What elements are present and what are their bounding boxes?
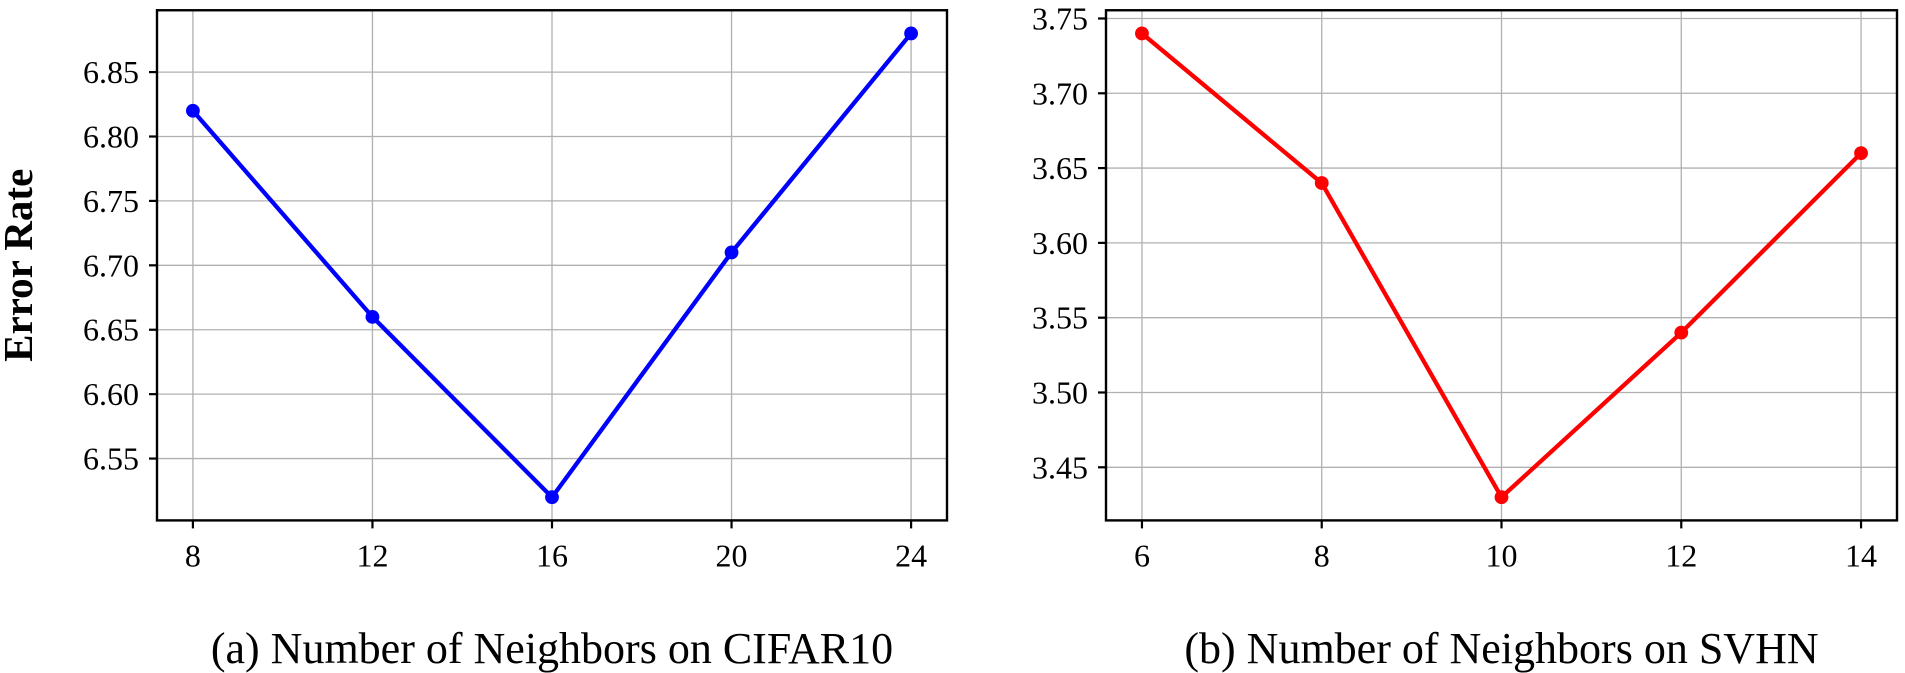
svg-text:8: 8 [1314,537,1330,573]
svg-text:3.65: 3.65 [1032,150,1088,186]
svg-text:3.75: 3.75 [1032,0,1088,36]
svg-text:3.55: 3.55 [1032,300,1088,336]
svg-text:12: 12 [356,537,388,573]
svg-text:6.65: 6.65 [83,312,139,348]
svg-text:20: 20 [716,537,748,573]
svg-text:(a) Number of Neighbors on CI: (a) Number of Neighbors on CIFAR10 [211,624,893,673]
svg-text:3.60: 3.60 [1032,225,1088,261]
svg-text:6.55: 6.55 [83,441,139,477]
svg-text:3.50: 3.50 [1032,374,1088,410]
svg-text:6.60: 6.60 [83,376,139,412]
svg-text:6: 6 [1134,537,1150,573]
svg-text:6.80: 6.80 [83,119,139,155]
svg-text:(b) Number of Neighbors on SV: (b) Number of Neighbors on SVHN [1184,624,1818,673]
svg-text:6.75: 6.75 [83,183,139,219]
svg-text:Error Rate: Error Rate [0,169,41,362]
svg-text:10: 10 [1486,537,1518,573]
svg-text:6.70: 6.70 [83,247,139,283]
svg-text:14: 14 [1845,537,1877,573]
svg-text:3.70: 3.70 [1032,75,1088,111]
svg-text:6.85: 6.85 [83,54,139,90]
svg-text:3.45: 3.45 [1032,449,1088,485]
svg-text:16: 16 [536,537,568,573]
svg-text:12: 12 [1665,537,1697,573]
svg-text:24: 24 [895,537,927,573]
svg-text:8: 8 [185,537,201,573]
